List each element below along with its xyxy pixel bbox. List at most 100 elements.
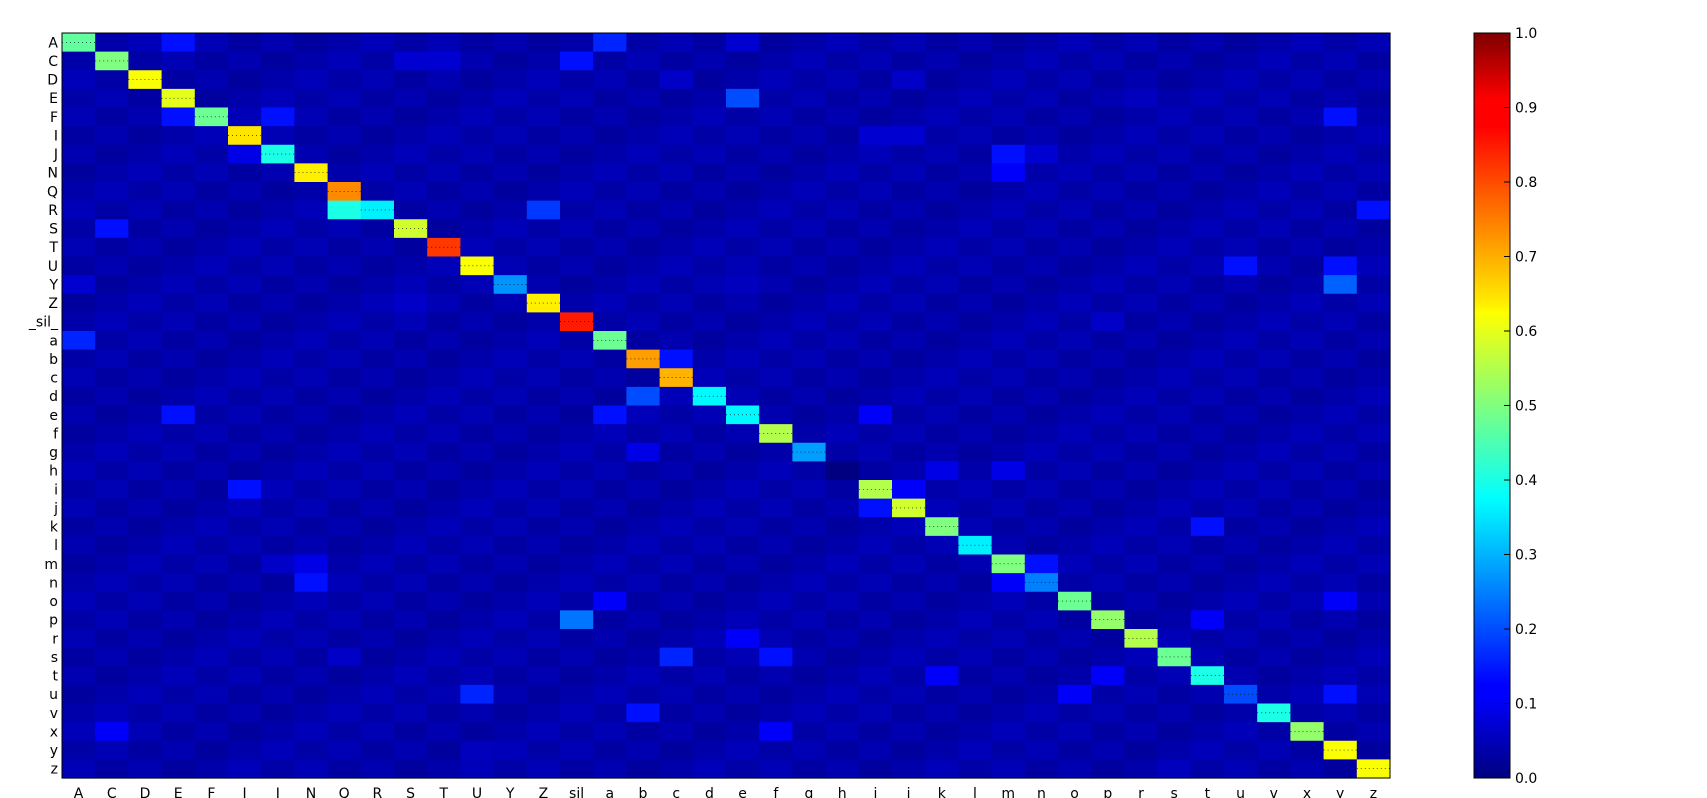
heatmap-cell: [692, 70, 727, 90]
heatmap-cell: [759, 293, 793, 313]
heatmap-cell: [95, 442, 129, 462]
heatmap-cell: [1290, 573, 1325, 593]
heatmap-cell: [858, 312, 893, 332]
x-tick-label: Y: [505, 786, 515, 798]
heatmap-cell: [726, 386, 760, 407]
heatmap-cell: [1091, 461, 1125, 481]
heatmap-cell: [526, 51, 561, 71]
heatmap-cell: [1257, 703, 1291, 723]
heatmap-cell: [858, 517, 893, 537]
y-tick-label: p: [49, 613, 58, 629]
heatmap-cell: [228, 144, 262, 164]
heatmap-cell: [360, 666, 395, 686]
heatmap-cell: [194, 331, 229, 351]
heatmap-cell: [659, 480, 694, 500]
heatmap-cell: [228, 293, 262, 313]
heatmap-cell: [626, 126, 661, 146]
heatmap-cell: [925, 610, 959, 630]
heatmap-cell: [1190, 722, 1225, 742]
heatmap-cell: [1024, 740, 1059, 760]
heatmap-cell: [1290, 591, 1325, 611]
heatmap-cell: [1091, 498, 1125, 518]
heatmap-cell: [1058, 312, 1092, 332]
heatmap-cell: [161, 554, 196, 574]
heatmap-cell: [1323, 759, 1358, 779]
heatmap-cell: [958, 461, 993, 481]
heatmap-cell: [261, 535, 295, 556]
heatmap-cell: [294, 629, 329, 649]
x-tick-label: D: [140, 786, 151, 798]
colorbar-tick-label: 0.9: [1515, 101, 1537, 117]
heatmap-cell: [460, 293, 495, 313]
heatmap-cell: [394, 591, 428, 611]
heatmap-cell: [493, 33, 528, 53]
heatmap-cell: [1356, 591, 1391, 611]
heatmap-cell: [1224, 591, 1258, 611]
heatmap-cell: [991, 461, 1026, 481]
heatmap-cell: [1356, 256, 1391, 276]
heatmap-cell: [228, 535, 262, 556]
heatmap-cell: [1290, 107, 1325, 127]
heatmap-cell: [327, 442, 362, 462]
heatmap-cell: [194, 293, 229, 313]
heatmap-cell: [1024, 629, 1059, 649]
heatmap-cell: [95, 163, 129, 183]
heatmap-cell: [1290, 70, 1325, 90]
heatmap-cell: [228, 461, 262, 481]
heatmap-cell: [1224, 33, 1258, 53]
x-tick-label: y: [1336, 786, 1344, 798]
heatmap-cell: [659, 517, 694, 537]
heatmap-cell: [659, 740, 694, 760]
heatmap-cell: [659, 312, 694, 332]
heatmap-cell: [792, 573, 827, 593]
heatmap-cell: [1356, 386, 1391, 407]
heatmap-cell: [95, 33, 129, 53]
heatmap-cell: [427, 219, 461, 239]
heatmap-cell: [991, 722, 1026, 742]
heatmap-cell: [228, 368, 262, 388]
heatmap-cell: [1257, 88, 1291, 109]
heatmap-cell: [892, 461, 926, 481]
heatmap-cell: [1190, 293, 1225, 313]
heatmap-cell: [1190, 591, 1225, 611]
x-tick-label: b: [639, 786, 648, 798]
heatmap-cell: [1257, 144, 1291, 164]
heatmap-cell: [1257, 405, 1291, 425]
heatmap-cell: [1157, 51, 1192, 71]
heatmap-cell: [925, 70, 959, 90]
heatmap-cell: [825, 256, 860, 276]
heatmap-cell: [360, 573, 395, 593]
heatmap-cell: [460, 442, 495, 462]
heatmap-cell: [128, 573, 163, 593]
heatmap-cell: [892, 647, 926, 667]
heatmap-cell: [692, 33, 727, 53]
x-tick-label: c: [672, 786, 680, 798]
heatmap-cell: [128, 647, 163, 667]
heatmap-cell: [925, 647, 959, 667]
heatmap-cell: [659, 759, 694, 779]
heatmap-cell: [228, 480, 262, 500]
heatmap-cell: [1257, 554, 1291, 574]
heatmap-cell: [825, 480, 860, 500]
heatmap-cell: [228, 386, 262, 407]
heatmap-cell: [526, 219, 561, 239]
heatmap-cell: [593, 219, 627, 239]
heatmap-cell: [560, 647, 594, 667]
heatmap-cell: [759, 107, 793, 127]
heatmap-cell: [825, 610, 860, 630]
heatmap-cell: [493, 573, 528, 593]
heatmap-cell: [1058, 256, 1092, 276]
heatmap-cell: [1356, 442, 1391, 462]
heatmap-cell: [593, 517, 627, 537]
heatmap-cell: [294, 722, 329, 742]
y-tick-label: Z: [48, 296, 58, 312]
heatmap-cell: [659, 182, 694, 202]
heatmap-cell: [427, 312, 461, 332]
heatmap-cell: [626, 51, 661, 71]
heatmap-cell: [1024, 647, 1059, 667]
heatmap-cell: [825, 442, 860, 462]
heatmap-cell: [394, 163, 428, 183]
heatmap-cell: [560, 293, 594, 313]
heatmap-cell: [1257, 517, 1291, 537]
heatmap-cell: [560, 535, 594, 556]
